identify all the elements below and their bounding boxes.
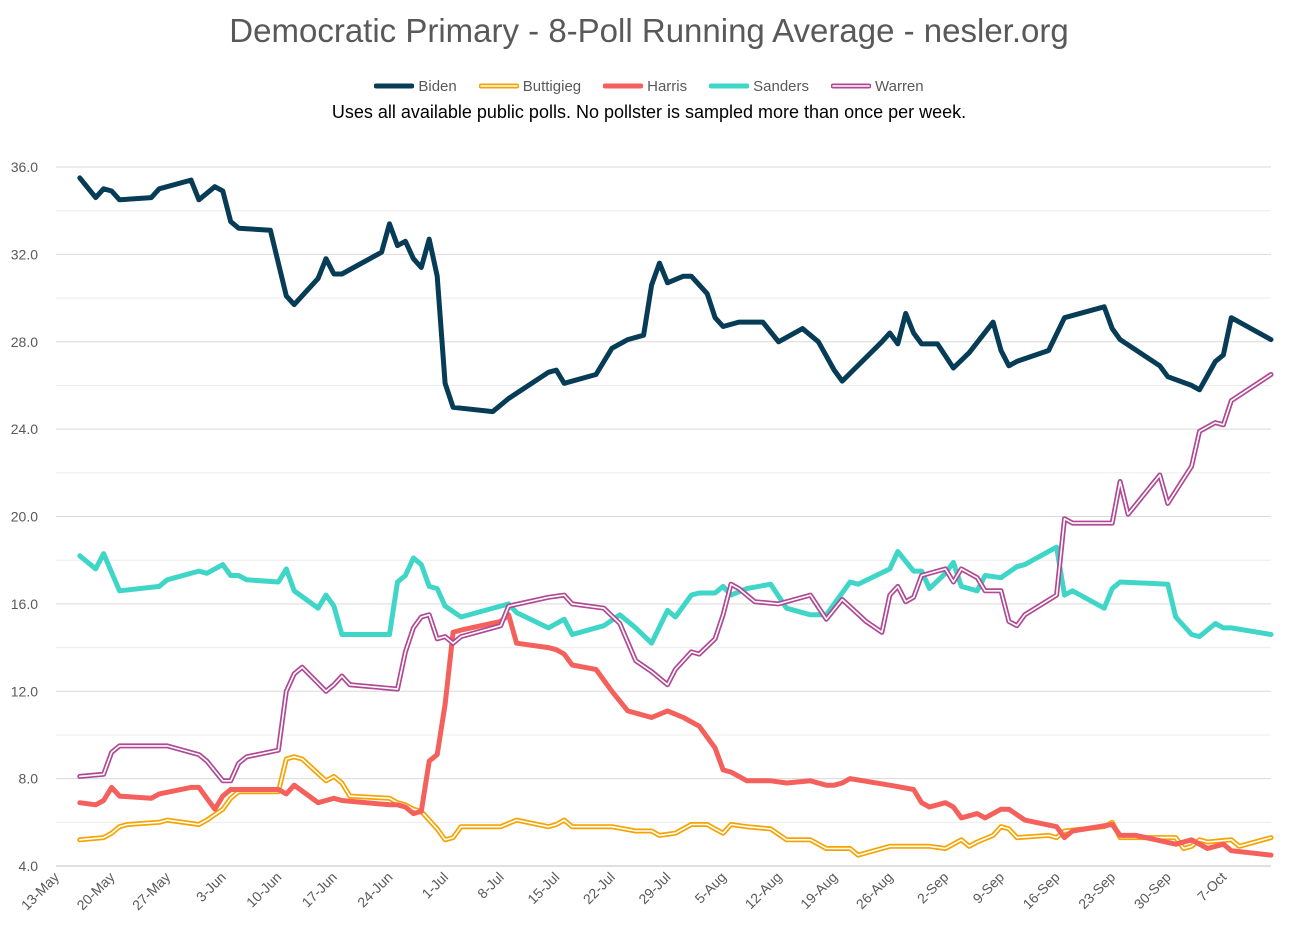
y-tick-label: 4.0: [19, 858, 39, 874]
series-line-warren: [77, 372, 1274, 784]
legend-item-sanders: Sanders: [709, 76, 809, 96]
legend-item-harris: Harris: [603, 76, 687, 96]
x-tick-label: 7-Oct: [1194, 869, 1230, 905]
legend-swatch-buttigieg: [478, 83, 519, 89]
x-tick-label: 8-Jul: [474, 869, 507, 902]
x-tick-label: 3-Jun: [193, 869, 229, 905]
legend-item-buttigieg: Buttigieg: [478, 76, 582, 96]
legend-item-warren: Warren: [831, 76, 924, 96]
x-tick-label: 15-Jul: [524, 869, 562, 907]
legend-label: Harris: [647, 77, 688, 95]
x-tick-label: 10-Jun: [243, 869, 285, 911]
x-tick-label: 5-Aug: [691, 869, 729, 907]
y-tick-label: 16.0: [11, 596, 38, 612]
legend-swatch-harris: [603, 83, 644, 89]
series-line-biden: [77, 175, 1274, 415]
legend-label: Biden: [418, 77, 457, 95]
x-tick-label: 27-May: [129, 869, 173, 913]
legend-swatch-warren: [831, 83, 871, 89]
x-tick-label: 17-Jun: [298, 869, 340, 911]
x-tick-label: 26-Aug: [853, 869, 896, 912]
x-tick-label: 2-Sep: [914, 869, 952, 907]
x-tick-label: 30-Sep: [1131, 869, 1174, 912]
series-line-warren-inner: [79, 373, 1272, 782]
y-tick-label: 24.0: [11, 421, 38, 437]
legend-label: Warren: [875, 77, 924, 95]
legend: Biden Buttigieg Harris Sanders Warren: [0, 76, 1298, 96]
series-line-harris: [77, 612, 1274, 858]
x-tick-label: 29-Jul: [635, 869, 673, 907]
legend-label: Sanders: [753, 77, 809, 95]
x-tick-label: 24-Jun: [354, 869, 396, 911]
chart-title: Democratic Primary - 8-Poll Running Aver…: [229, 12, 1069, 49]
y-tick-label: 28.0: [11, 334, 38, 350]
y-tick-label: 8.0: [19, 771, 39, 787]
x-tick-label: 20-May: [73, 869, 117, 913]
y-tick-label: 20.0: [11, 509, 38, 525]
x-tick-label: 23-Sep: [1075, 869, 1118, 912]
chart-subtitle: Uses all available public polls. No poll…: [331, 102, 967, 122]
x-tick-label: 12-Aug: [742, 869, 785, 912]
x-tick-label: 1-Jul: [418, 869, 451, 902]
legend-swatch-sanders: [709, 83, 750, 89]
series-line-sanders: [77, 544, 1274, 646]
y-tick-label: 36.0: [11, 159, 38, 175]
x-tick-label: 16-Sep: [1019, 869, 1062, 912]
x-tick-label: 13-May: [18, 869, 62, 913]
x-tick-label: 19-Aug: [797, 869, 840, 912]
series-line-buttigieg: [77, 754, 1274, 858]
y-tick-label: 32.0: [11, 246, 38, 262]
legend-item-biden: Biden: [374, 76, 457, 96]
x-tick-label: 22-Jul: [580, 869, 618, 907]
y-tick-label: 12.0: [11, 683, 38, 699]
legend-label: Buttigieg: [522, 77, 582, 95]
series-line-buttigieg-inner: [79, 756, 1272, 856]
x-tick-label: 9-Sep: [969, 869, 1007, 907]
legend-swatch-biden: [374, 83, 415, 89]
